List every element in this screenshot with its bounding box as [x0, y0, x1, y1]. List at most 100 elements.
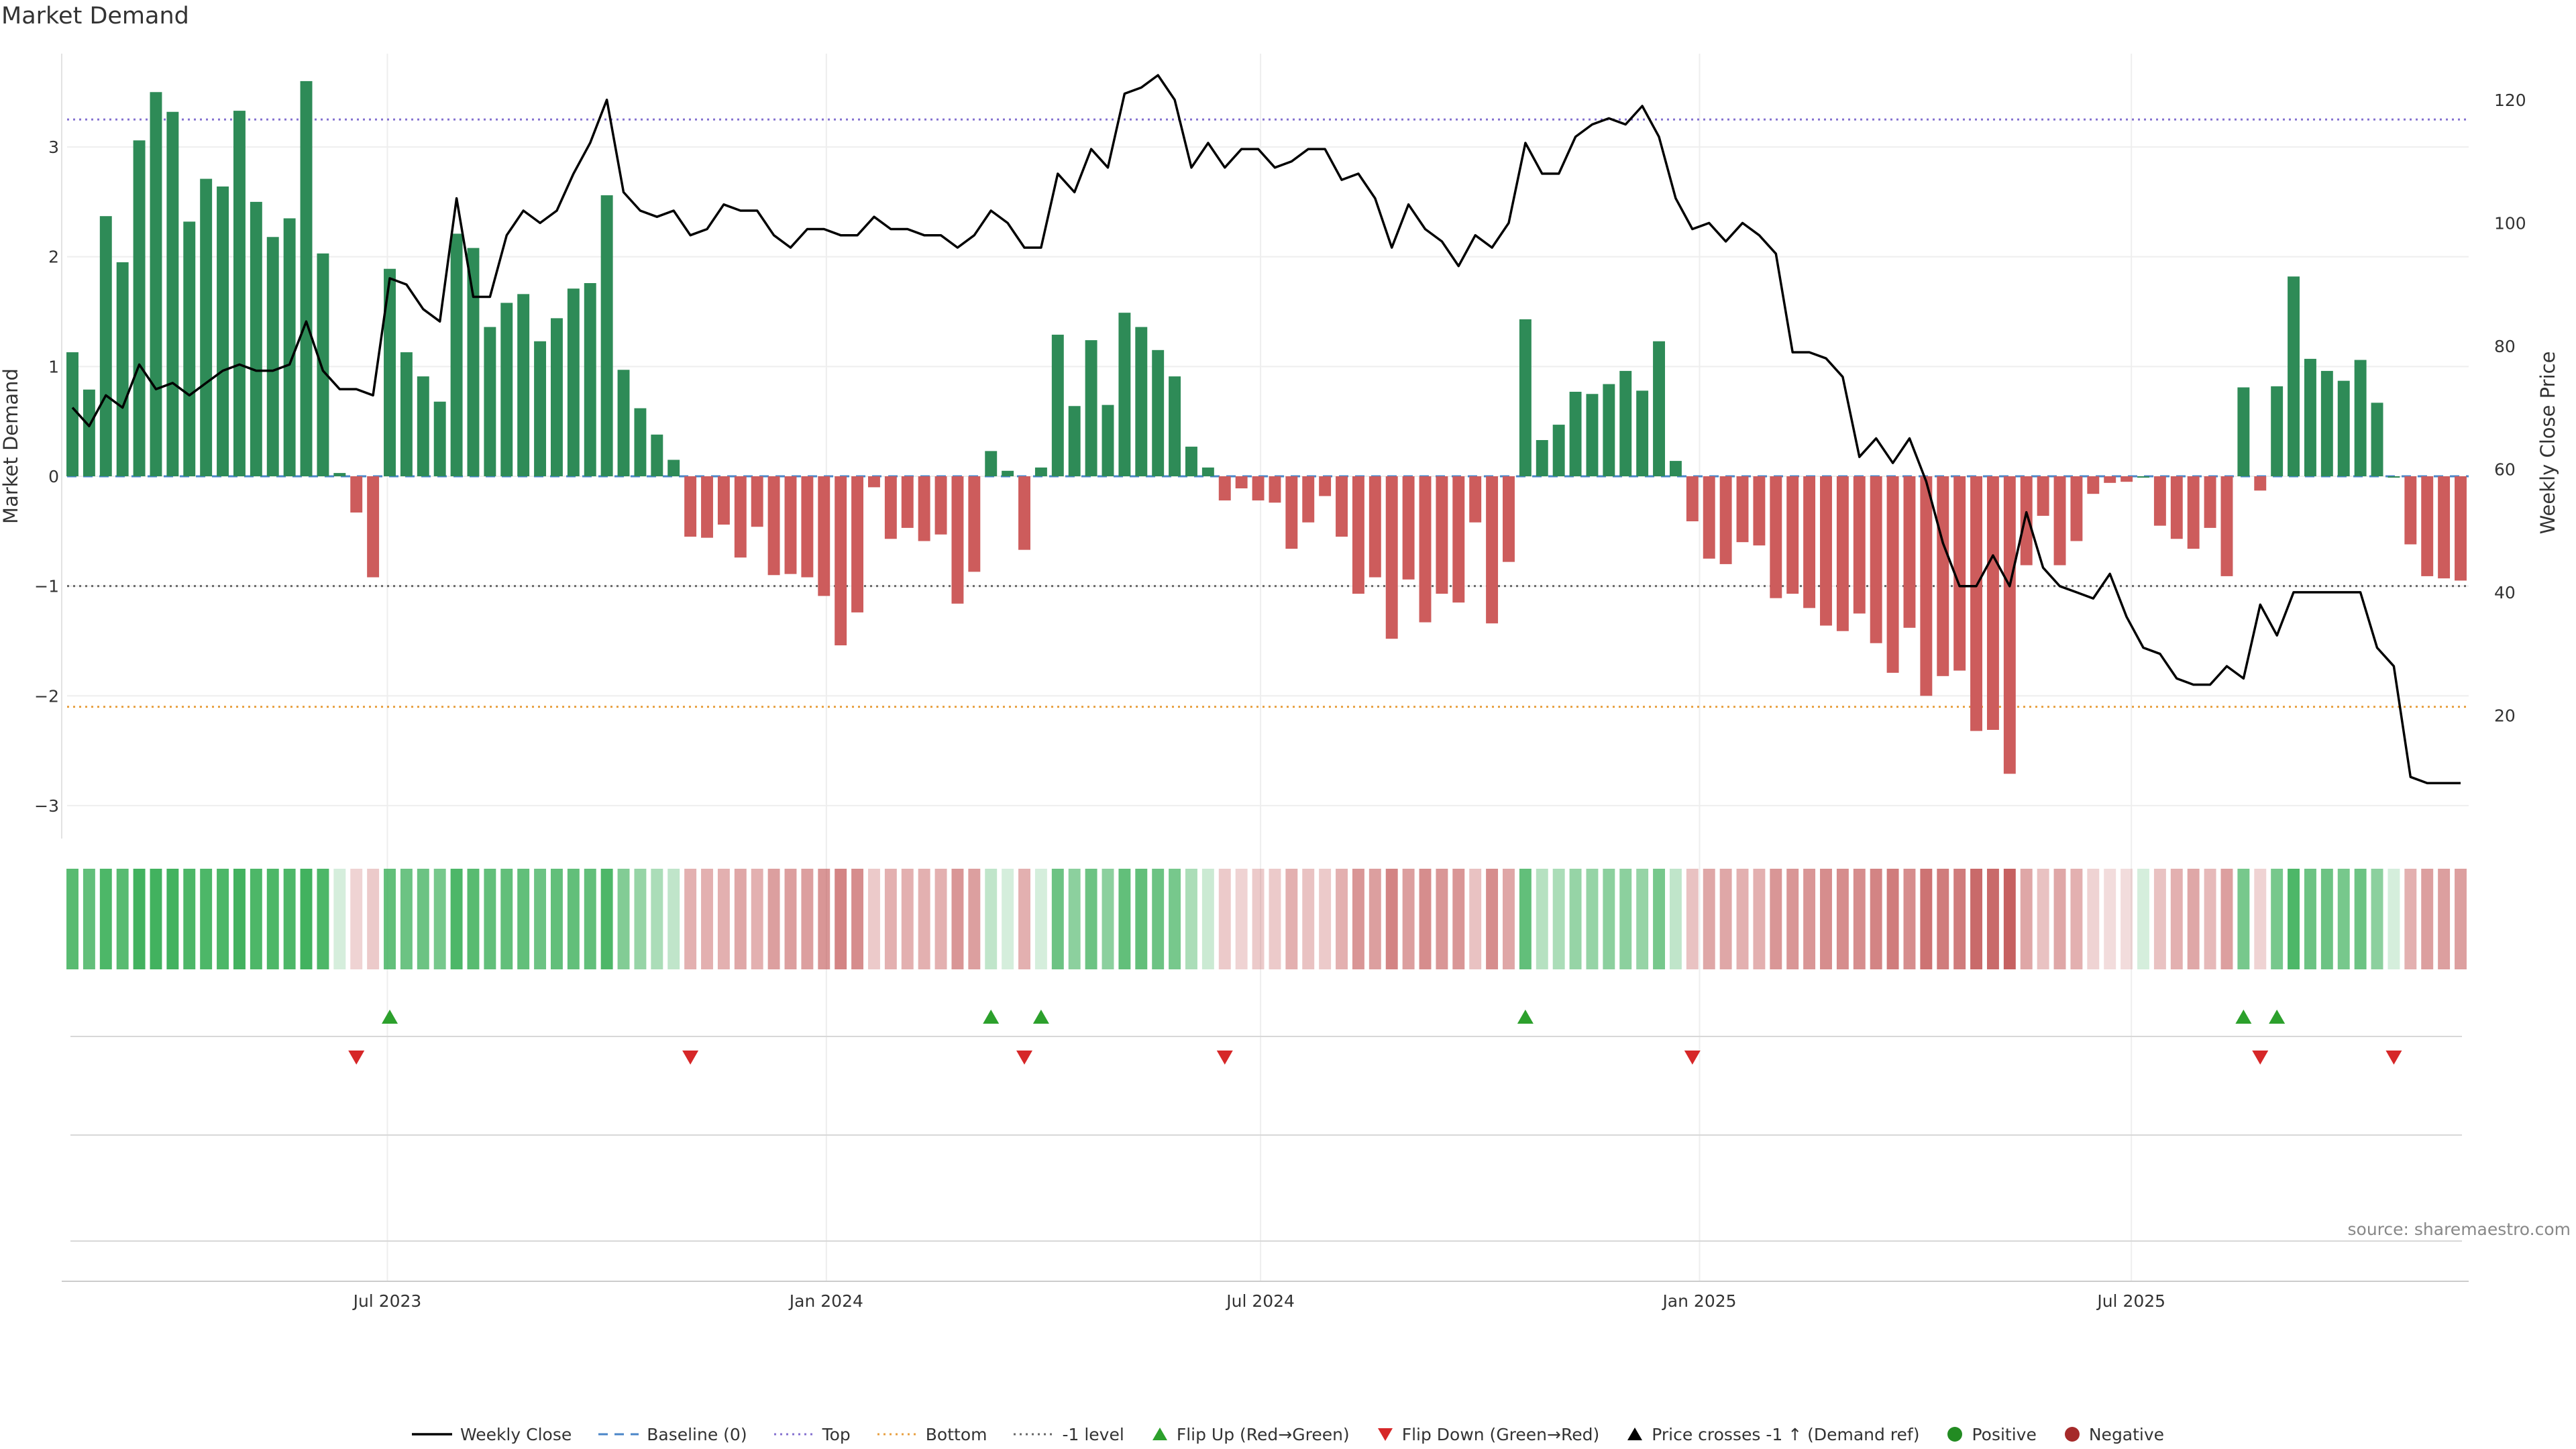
heat-tile	[2404, 869, 2417, 969]
demand-bar	[1770, 476, 1782, 598]
demand-bar	[1920, 476, 1933, 696]
legend-swatch	[1014, 1433, 1055, 1436]
demand-bar	[1586, 394, 1599, 476]
heat-tile	[2337, 869, 2350, 969]
heat-tile	[1803, 869, 1816, 969]
demand-bar	[417, 376, 429, 476]
demand-bar	[1619, 370, 1632, 476]
heat-tile	[1469, 869, 1482, 969]
demand-bar	[1352, 476, 1364, 594]
heat-tile	[1519, 869, 1532, 969]
heat-tile	[1352, 869, 1364, 969]
heat-tile	[934, 869, 947, 969]
demand-bar	[1937, 476, 1949, 676]
heat-tile	[567, 869, 580, 969]
demand-bar	[684, 476, 697, 537]
demand-bar	[534, 341, 547, 476]
y-left-tick-label: 0	[48, 467, 59, 486]
legend-swatch	[1627, 1428, 1643, 1440]
demand-bar	[266, 237, 279, 476]
x-tick-label: Jan 2025	[1661, 1291, 1736, 1311]
heat-tile	[701, 869, 713, 969]
demand-bar	[2170, 476, 2183, 539]
heat-tile	[1636, 869, 1649, 969]
heat-tile	[2053, 869, 2066, 969]
demand-bar	[851, 476, 864, 612]
heat-tile	[985, 869, 998, 969]
demand-bar	[250, 201, 262, 476]
heat-tile	[1385, 869, 1398, 969]
weekly-close-line	[71, 74, 2461, 785]
y-right-tick-label: 80	[2494, 337, 2516, 356]
legend-item: Top	[773, 1424, 851, 1444]
heat-tile	[1986, 869, 1999, 969]
demand-bar	[1686, 476, 1699, 522]
demand-bar	[1820, 476, 1832, 626]
flip-down-marker	[2252, 1051, 2269, 1065]
y-right-tick-label: 20	[2494, 706, 2516, 725]
demand-bar	[1419, 476, 1432, 623]
legend-label: Top	[822, 1424, 851, 1444]
x-tick-label: Jan 2024	[788, 1291, 863, 1311]
demand-bar	[300, 80, 313, 477]
legend-label: Negative	[2088, 1424, 2165, 1444]
demand-bar	[2003, 476, 2016, 774]
demand-bar	[2438, 476, 2451, 579]
heat-tile	[2137, 869, 2149, 969]
legend-circle	[1947, 1427, 1963, 1442]
demand-bar	[1803, 476, 1816, 608]
heat-tile	[2087, 869, 2100, 969]
heat-tile	[2254, 869, 2267, 969]
legend-item: -1 level	[1014, 1425, 1124, 1444]
demand-bar	[1736, 476, 1749, 543]
y-right-axis-title: Weekly Close Price	[2536, 352, 2559, 535]
heat-tile	[433, 869, 446, 969]
heat-tile	[2455, 869, 2467, 969]
y-left-tick-label: 1	[48, 357, 59, 376]
legend-item: Flip Up (Red→Green)	[1151, 1425, 1350, 1444]
heat-tile	[1836, 869, 1849, 969]
flip-up-marker	[2269, 1010, 2286, 1024]
heat-tile	[717, 869, 730, 969]
heat-tile	[2387, 869, 2400, 969]
y-left-tick-label: 2	[48, 248, 59, 267]
demand-bar	[217, 186, 229, 476]
demand-bar	[2137, 476, 2149, 478]
demand-bar	[367, 476, 380, 578]
heat-tile	[2237, 869, 2250, 969]
legend-label: Price crosses -1 ↑ (Demand ref)	[1652, 1424, 1920, 1444]
level-lines	[67, 118, 2469, 708]
heat-tile	[1034, 869, 1047, 969]
heat-tile	[517, 869, 530, 969]
demand-bar	[1085, 340, 1097, 476]
demand-bar	[150, 92, 162, 477]
legend-swatch	[1947, 1427, 1963, 1442]
heat-tile	[1452, 869, 1465, 969]
heat-tile	[1920, 869, 1933, 969]
heat-tile	[1051, 869, 1064, 969]
heat-tile	[1886, 869, 1899, 969]
demand-bar	[2020, 476, 2033, 566]
heat-tile	[801, 869, 814, 969]
demand-bar	[734, 476, 747, 558]
legend-item: Negative	[2063, 1425, 2164, 1444]
heat-tile	[484, 869, 496, 969]
grid-lines	[67, 54, 2469, 1281]
demand-bar	[2187, 476, 2200, 549]
legend-label: Bottom	[925, 1424, 987, 1444]
heat-tile	[83, 869, 95, 969]
heat-tile	[2320, 869, 2333, 969]
flip-up-marker	[1032, 1010, 1049, 1024]
demand-bar	[1986, 476, 1999, 730]
demand-bar	[99, 216, 112, 476]
heat-tile	[968, 869, 981, 969]
heat-tile	[1402, 869, 1415, 969]
heat-tile	[1586, 869, 1599, 969]
heat-tile	[884, 869, 897, 969]
heat-tile	[317, 869, 329, 969]
axes: Jul 2023 Jan 2024 Jul 2024 Jan 2025 Jul 2025…	[0, 54, 2559, 1311]
heat-tile	[2187, 869, 2200, 969]
legend-label: Weekly Close	[460, 1424, 572, 1444]
legend-swatch	[1377, 1428, 1393, 1441]
demand-bar	[1653, 341, 1665, 476]
